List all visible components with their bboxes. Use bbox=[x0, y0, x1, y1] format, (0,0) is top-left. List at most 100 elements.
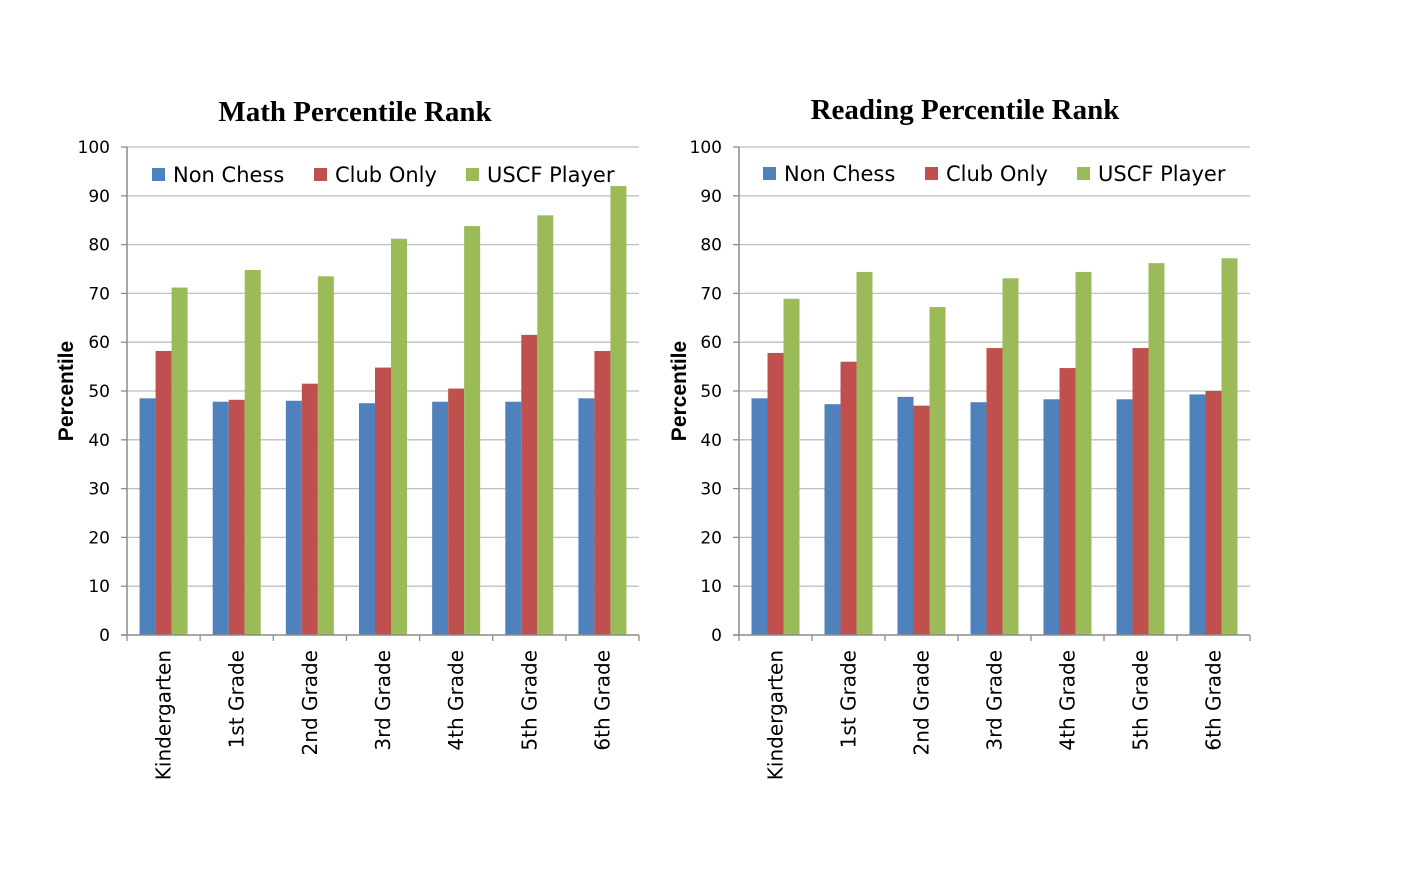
bar-uscf-player-4th-grade bbox=[1075, 271, 1092, 635]
bar-non-chess-3rd-grade bbox=[359, 403, 375, 635]
bar-club-only-1st-grade bbox=[228, 399, 245, 635]
legend-label-uscf-player: USCF Player bbox=[1098, 162, 1226, 186]
bar-non-chess-1st-grade bbox=[212, 401, 229, 635]
y-tick-label: 40 bbox=[88, 431, 110, 451]
bars bbox=[751, 258, 1238, 635]
legend-swatch-club-only bbox=[314, 168, 327, 181]
bar-club-only-6th-grade bbox=[594, 350, 611, 635]
bar-uscf-player-3rd-grade bbox=[1002, 278, 1019, 635]
x-category-label: 2nd Grade bbox=[298, 650, 322, 755]
x-category-label: 6th Grade bbox=[1202, 650, 1226, 751]
bar-non-chess-5th-grade bbox=[1116, 399, 1133, 635]
y-tick-label: 0 bbox=[711, 626, 722, 646]
legend-label-uscf-player: USCF Player bbox=[487, 163, 615, 187]
legend-swatch-non-chess bbox=[152, 168, 165, 181]
bar-club-only-3rd-grade bbox=[986, 348, 1003, 635]
x-category-labels: Kindergarten 1st Grade 2nd Grade 3rd Grade 4… bbox=[152, 650, 615, 780]
legend: Non Chess Club Only USCF Player bbox=[763, 162, 1226, 186]
y-tick-labels: 0 10 20 30 40 50 60 70 80 90 100 bbox=[78, 138, 110, 646]
bar-club-only-2nd-grade bbox=[913, 405, 930, 635]
bar-club-only-5th-grade bbox=[521, 334, 538, 635]
bar-club-only-1st-grade bbox=[840, 361, 857, 635]
bar-non-chess-2nd-grade bbox=[897, 396, 914, 635]
legend-swatch-uscf-player bbox=[1077, 167, 1090, 180]
legend-swatch-non-chess bbox=[763, 167, 776, 180]
y-tick-label: 30 bbox=[88, 480, 110, 500]
y-tick-label: 90 bbox=[88, 187, 110, 207]
bar-non-chess-4th-grade bbox=[432, 401, 449, 635]
y-tick-label: 60 bbox=[88, 333, 110, 353]
bar-non-chess-2nd-grade bbox=[285, 400, 302, 635]
bar-non-chess-3rd-grade bbox=[970, 402, 987, 635]
bar-uscf-player-6th-grade bbox=[1221, 258, 1238, 635]
bar-club-only-2nd-grade bbox=[301, 383, 318, 635]
bar-uscf-player-1st-grade bbox=[856, 271, 873, 635]
bar-uscf-player-2nd-grade bbox=[317, 276, 334, 635]
bar-non-chess-5th-grade bbox=[505, 401, 522, 635]
x-category-label: 4th Grade bbox=[1056, 650, 1080, 751]
x-category-label: 3rd Grade bbox=[371, 650, 395, 751]
bar-non-chess-kindergarten bbox=[139, 398, 156, 635]
bar-club-only-3rd-grade bbox=[375, 367, 391, 635]
bar-club-only-kindergarten bbox=[767, 352, 784, 635]
y-tick-label: 40 bbox=[700, 431, 722, 451]
bar-non-chess-kindergarten bbox=[751, 398, 768, 635]
legend-label-non-chess: Non Chess bbox=[173, 163, 284, 187]
y-tick-label: 30 bbox=[700, 480, 722, 500]
y-tick-label: 80 bbox=[700, 236, 722, 256]
x-category-label: 5th Grade bbox=[517, 650, 541, 751]
bar-non-chess-1st-grade bbox=[824, 404, 841, 635]
bar-club-only-6th-grade bbox=[1205, 391, 1222, 635]
y-tick-label: 70 bbox=[88, 284, 110, 304]
y-tick-label: 80 bbox=[88, 236, 110, 256]
bar-club-only-4th-grade bbox=[1059, 368, 1076, 635]
y-tick-label: 50 bbox=[88, 382, 110, 402]
x-category-label: 6th Grade bbox=[590, 650, 614, 751]
y-tick-label: 70 bbox=[700, 284, 722, 304]
x-category-label: 1st Grade bbox=[837, 650, 861, 748]
y-axis-title: Percentile bbox=[668, 341, 691, 441]
y-axis-title: Percentile bbox=[55, 341, 78, 441]
legend-label-club-only: Club Only bbox=[335, 163, 437, 187]
y-tick-label: 20 bbox=[88, 528, 110, 548]
bars bbox=[139, 186, 627, 636]
x-category-label: 1st Grade bbox=[225, 650, 249, 748]
axes bbox=[733, 146, 1251, 641]
bar-non-chess-4th-grade bbox=[1043, 399, 1060, 635]
math-percentile-chart: Math Percentile Rank 0 10 20 30 40 50 60 70 80 90… bbox=[55, 96, 640, 780]
y-tick-label: 100 bbox=[690, 138, 722, 158]
bar-uscf-player-kindergarten bbox=[171, 287, 188, 635]
chart-title: Reading Percentile Rank bbox=[811, 94, 1121, 126]
axes bbox=[121, 146, 640, 641]
x-category-label: Kindergarten bbox=[764, 650, 788, 780]
y-tick-label: 10 bbox=[700, 577, 722, 597]
x-category-label: 4th Grade bbox=[444, 650, 468, 751]
bar-uscf-player-5th-grade bbox=[1148, 263, 1165, 635]
x-category-label: 5th Grade bbox=[1129, 650, 1153, 751]
bar-uscf-player-kindergarten bbox=[783, 298, 800, 635]
legend: Non Chess Club Only USCF Player bbox=[152, 163, 615, 187]
chart-title: Math Percentile Rank bbox=[218, 96, 492, 128]
bar-uscf-player-3rd-grade bbox=[391, 238, 407, 635]
legend-swatch-uscf-player bbox=[466, 168, 479, 181]
y-tick-label: 90 bbox=[700, 187, 722, 207]
y-tick-label: 100 bbox=[78, 138, 110, 158]
bar-uscf-player-2nd-grade bbox=[929, 307, 946, 635]
x-category-labels: Kindergarten 1st Grade 2nd Grade 3rd Grade 4… bbox=[764, 650, 1226, 780]
bar-uscf-player-5th-grade bbox=[537, 215, 554, 635]
bar-uscf-player-4th-grade bbox=[464, 226, 481, 635]
y-tick-labels: 0 10 20 30 40 50 60 70 80 90 100 bbox=[690, 138, 722, 646]
y-tick-label: 0 bbox=[99, 626, 110, 646]
y-tick-label: 60 bbox=[700, 333, 722, 353]
x-category-label: 3rd Grade bbox=[983, 650, 1007, 751]
y-tick-label: 50 bbox=[700, 382, 722, 402]
bar-uscf-player-1st-grade bbox=[244, 269, 261, 635]
legend-label-club-only: Club Only bbox=[946, 162, 1048, 186]
bar-non-chess-6th-grade bbox=[1189, 394, 1206, 635]
legend-label-non-chess: Non Chess bbox=[784, 162, 895, 186]
reading-percentile-chart: Reading Percentile Rank 0 10 20 30 40 50 60 70 8… bbox=[668, 94, 1251, 780]
x-category-label: Kindergarten bbox=[152, 650, 176, 780]
y-tick-label: 10 bbox=[88, 577, 110, 597]
bar-club-only-5th-grade bbox=[1132, 348, 1149, 635]
